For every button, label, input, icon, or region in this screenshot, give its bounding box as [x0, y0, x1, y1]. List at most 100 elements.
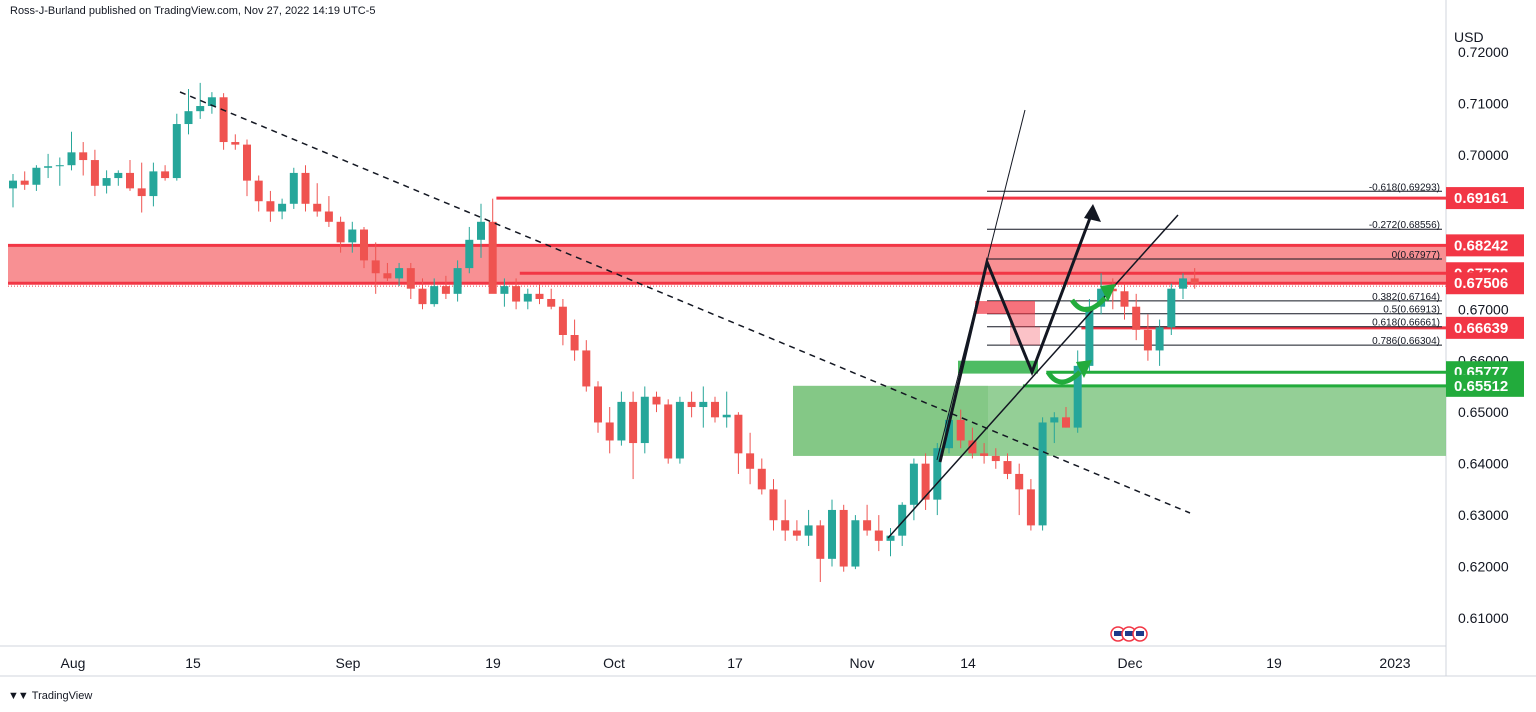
price-tick-label: 0.62000 — [1458, 559, 1509, 575]
candle-body — [161, 171, 170, 179]
candle-body — [32, 167, 41, 185]
candle-body — [629, 401, 638, 444]
fib-red-box — [1010, 313, 1035, 327]
candle-body — [722, 414, 731, 418]
candle-body — [1085, 306, 1094, 366]
candle-body — [863, 520, 872, 531]
candle-body — [1015, 473, 1024, 490]
publisher-caption: Ross-J-Burland published on TradingView.… — [10, 5, 376, 17]
fib-label: 0.618(0.66661) — [1372, 318, 1440, 329]
candle-body — [535, 293, 544, 299]
fib-label: 0.786(0.66304) — [1372, 336, 1440, 347]
candle-body — [605, 422, 614, 441]
candle-body — [102, 178, 111, 186]
candle-body — [617, 401, 626, 441]
tradingview-brand: TradingView — [31, 690, 93, 702]
candle-body — [418, 288, 427, 305]
candle-body — [523, 293, 532, 302]
time-tick-label: 19 — [485, 655, 501, 671]
candle-body — [231, 142, 240, 145]
candle-body — [149, 171, 158, 197]
price-tick-label: 0.71000 — [1458, 95, 1509, 111]
candle-body — [909, 463, 918, 505]
candle-body — [430, 286, 439, 305]
candle-body — [547, 298, 556, 307]
candle-body — [886, 535, 895, 541]
red-resistance-zone — [8, 245, 1446, 284]
fib-label: 0.5(0.66913) — [1383, 305, 1440, 316]
price-tick-label: 0.63000 — [1458, 507, 1509, 523]
price-badge-label: 0.65512 — [1454, 378, 1508, 395]
candle-body — [207, 97, 216, 107]
price-tick-label: 0.65000 — [1458, 404, 1509, 420]
us-flag-icon — [1114, 631, 1122, 636]
price-badge — [1446, 316, 1524, 339]
candle-body — [816, 525, 825, 559]
candle-body — [1026, 489, 1035, 526]
green-arrowhead-lower — [1076, 360, 1092, 378]
candle-body — [933, 448, 942, 500]
tradingview-footer[interactable]: ▼▼ TradingView — [8, 690, 92, 702]
candle-body — [1132, 306, 1141, 330]
candle-body — [652, 396, 661, 405]
candle-body — [324, 211, 333, 222]
candle-body — [67, 152, 76, 166]
candle-body — [1073, 365, 1082, 428]
candle-body — [711, 401, 719, 418]
price-badge-label: 0.68242 — [1454, 237, 1508, 254]
candle-body — [874, 530, 883, 541]
price-tick-label: 0.67000 — [1458, 301, 1509, 317]
candle-body — [313, 203, 322, 212]
candle-body — [278, 203, 287, 212]
candle-body — [219, 97, 228, 143]
time-tick-label: 15 — [185, 655, 201, 671]
price-badge-label: 0.67506 — [1454, 275, 1508, 292]
candle-body — [254, 180, 263, 202]
candle-body — [980, 453, 989, 456]
price-tick-label: 0.70000 — [1458, 147, 1509, 163]
candle-body — [477, 221, 485, 240]
price-tick-label: 0.72000 — [1458, 44, 1509, 60]
time-tick-label: 14 — [960, 655, 976, 671]
fib-label: -0.618(0.69293) — [1369, 182, 1440, 193]
candle-body — [839, 509, 848, 567]
candle-body — [289, 172, 298, 204]
time-tick-label: 2023 — [1379, 655, 1410, 671]
time-tick-label: Nov — [850, 655, 875, 671]
candle-body — [945, 419, 953, 449]
candle-body — [734, 414, 743, 454]
candle-body — [90, 160, 99, 186]
candle-body — [687, 401, 696, 408]
currency-label: USD — [1454, 29, 1484, 45]
time-tick-label: 19 — [1266, 655, 1282, 671]
candle-body — [126, 172, 134, 189]
candle-body — [453, 268, 462, 294]
candle-body — [44, 166, 53, 168]
candle-body — [558, 306, 567, 335]
candle-body — [1155, 327, 1164, 351]
time-tick-label: Aug — [61, 655, 86, 671]
candle-body — [336, 221, 345, 243]
candle-body — [465, 239, 474, 269]
candle-body — [664, 404, 673, 459]
candle-body — [1003, 461, 1012, 474]
uptrend-line — [887, 214, 1179, 539]
candle-body — [851, 520, 860, 567]
dashed-downtrend-line — [179, 91, 1191, 514]
time-tick-label: Dec — [1118, 655, 1143, 671]
candle-body — [1179, 278, 1187, 289]
candle-body — [991, 455, 1000, 462]
projection-arrowhead — [1084, 204, 1101, 222]
candle-body — [804, 525, 813, 536]
candle-body — [383, 273, 392, 279]
candle-body — [757, 468, 766, 490]
candle-body — [406, 268, 415, 289]
candle-body — [301, 172, 310, 204]
price-badge — [1446, 272, 1524, 295]
candle-body — [1167, 288, 1176, 328]
tradingview-logo-icon: ▼▼ — [8, 690, 29, 702]
fib-label: -0.272(0.68556) — [1369, 220, 1440, 231]
fib-red-box — [1010, 326, 1040, 346]
candle-body — [781, 520, 790, 531]
